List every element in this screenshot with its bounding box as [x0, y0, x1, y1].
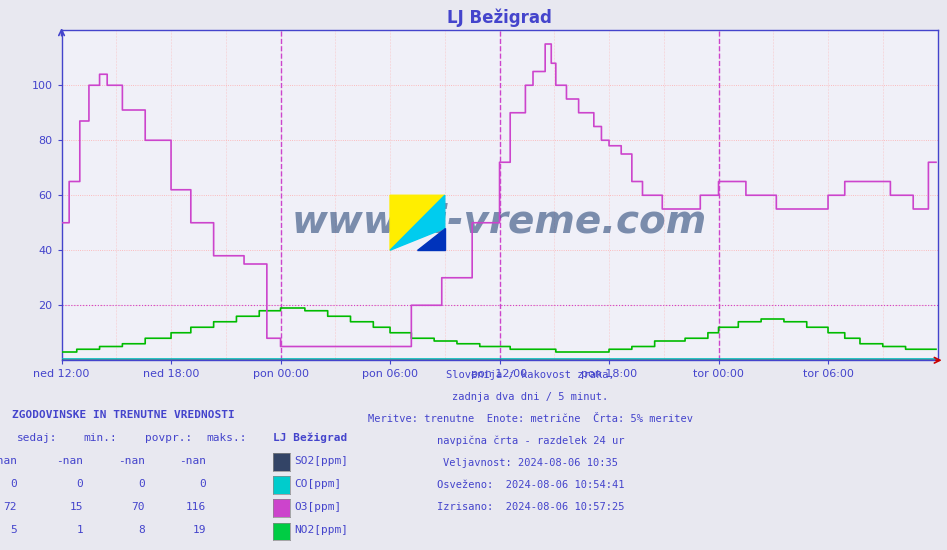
Text: CO[ppm]: CO[ppm] — [295, 479, 342, 489]
Text: 116: 116 — [187, 502, 206, 512]
Text: povpr.:: povpr.: — [145, 433, 192, 443]
Text: 72: 72 — [4, 502, 17, 512]
Text: 0: 0 — [138, 479, 145, 489]
Text: min.:: min.: — [83, 433, 117, 443]
Text: sedaj:: sedaj: — [17, 433, 58, 443]
Text: 19: 19 — [193, 525, 206, 535]
Text: O3[ppm]: O3[ppm] — [295, 502, 342, 512]
Text: -nan: -nan — [117, 456, 145, 466]
Polygon shape — [390, 195, 445, 250]
Text: -nan: -nan — [56, 456, 83, 466]
Text: SO2[ppm]: SO2[ppm] — [295, 456, 348, 466]
Polygon shape — [418, 228, 445, 250]
Text: LJ Bežigrad: LJ Bežigrad — [273, 433, 347, 443]
Polygon shape — [390, 195, 445, 250]
Text: 0: 0 — [77, 479, 83, 489]
Text: Izrisano:  2024-08-06 10:57:25: Izrisano: 2024-08-06 10:57:25 — [437, 502, 624, 512]
Text: zadnja dva dni / 5 minut.: zadnja dva dni / 5 minut. — [453, 392, 608, 402]
Text: 15: 15 — [70, 502, 83, 512]
Text: maks.:: maks.: — [206, 433, 247, 443]
Text: 0: 0 — [10, 479, 17, 489]
Text: Slovenija / kakovost zraka,: Slovenija / kakovost zraka, — [446, 370, 615, 379]
Text: 70: 70 — [132, 502, 145, 512]
Text: ZGODOVINSKE IN TRENUTNE VREDNOSTI: ZGODOVINSKE IN TRENUTNE VREDNOSTI — [12, 410, 235, 420]
Text: Meritve: trenutne  Enote: metrične  Črta: 5% meritev: Meritve: trenutne Enote: metrične Črta: … — [367, 414, 693, 424]
Text: 1: 1 — [77, 525, 83, 535]
Title: LJ Bežigrad: LJ Bežigrad — [447, 9, 552, 28]
Text: navpična črta - razdelek 24 ur: navpična črta - razdelek 24 ur — [437, 436, 624, 446]
Text: 0: 0 — [200, 479, 206, 489]
Text: www.si-vreme.com: www.si-vreme.com — [292, 202, 707, 241]
Text: 5: 5 — [10, 525, 17, 535]
Text: Osveženo:  2024-08-06 10:54:41: Osveženo: 2024-08-06 10:54:41 — [437, 480, 624, 490]
Text: -nan: -nan — [179, 456, 206, 466]
Text: -nan: -nan — [0, 456, 17, 466]
Text: 8: 8 — [138, 525, 145, 535]
Text: Veljavnost: 2024-08-06 10:35: Veljavnost: 2024-08-06 10:35 — [443, 458, 617, 468]
Text: NO2[ppm]: NO2[ppm] — [295, 525, 348, 535]
